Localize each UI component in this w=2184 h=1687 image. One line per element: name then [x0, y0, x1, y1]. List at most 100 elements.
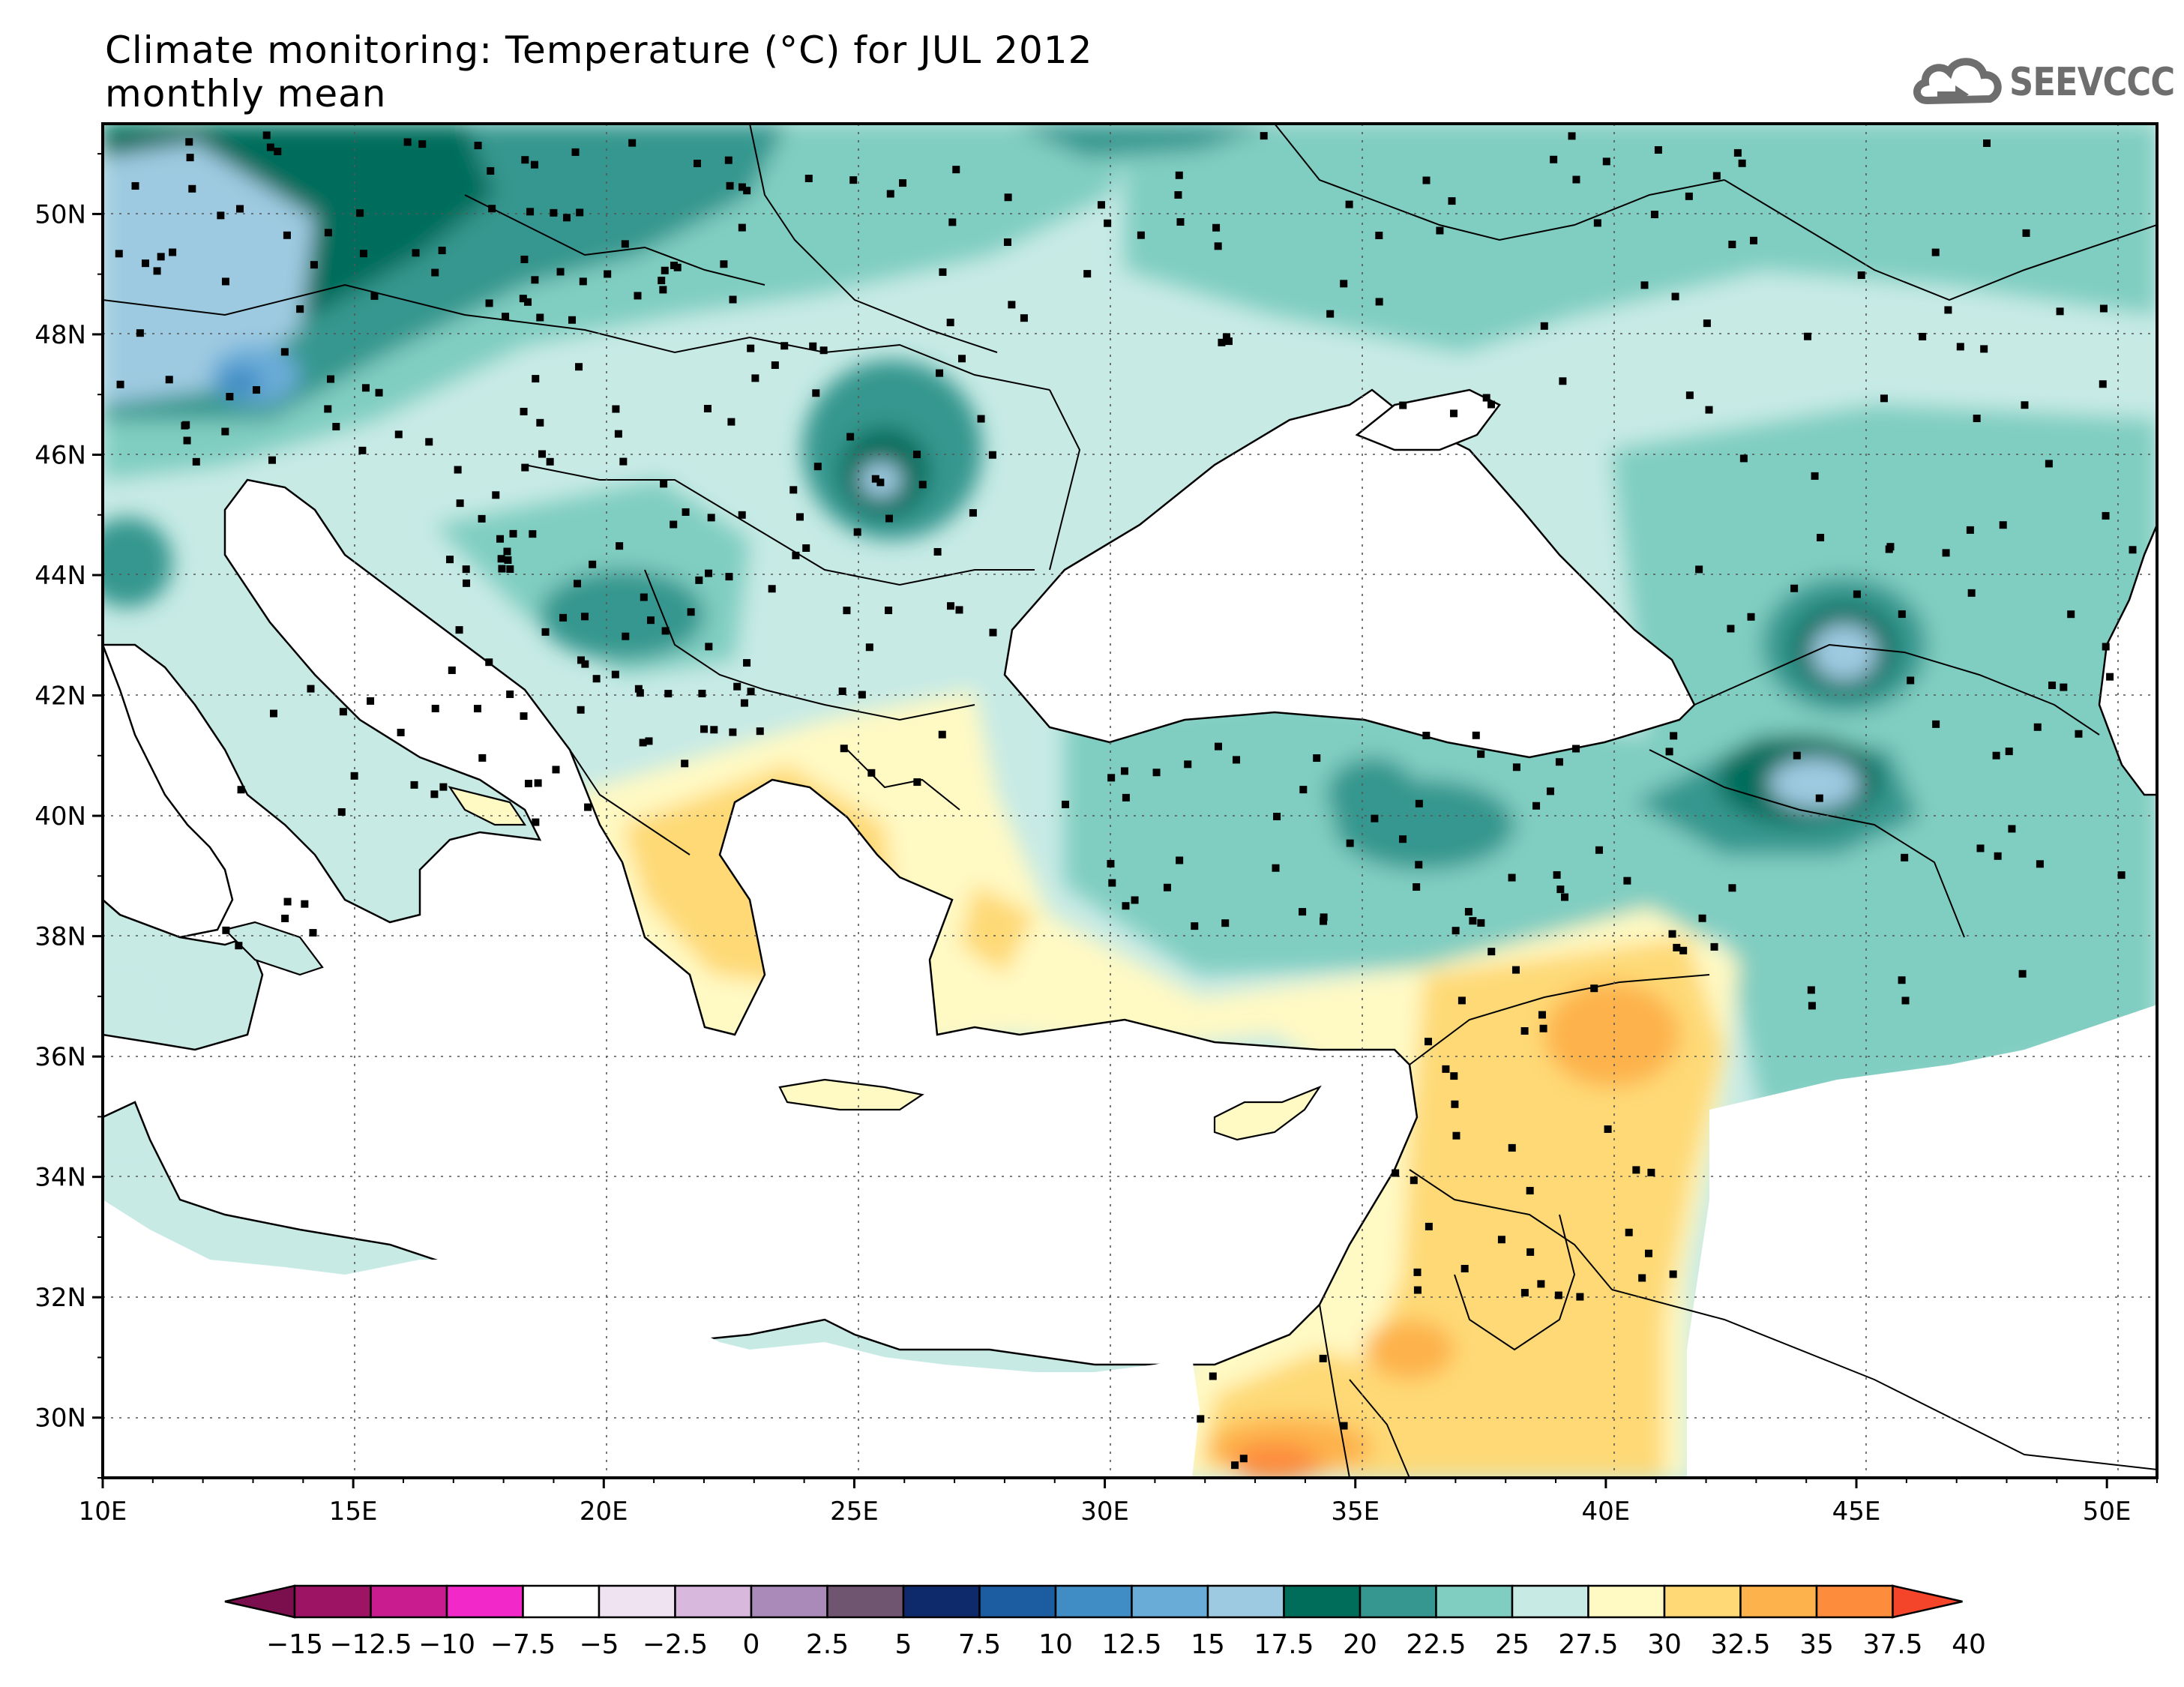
station-marker — [1593, 219, 1601, 227]
colorbar-arrow-left — [224, 1584, 296, 1619]
station-marker — [853, 528, 861, 536]
station-marker — [534, 779, 542, 787]
station-marker — [1738, 159, 1746, 167]
station-marker — [456, 499, 464, 508]
station-marker — [646, 616, 655, 625]
station-marker — [418, 140, 427, 148]
station-marker — [886, 190, 894, 198]
borders — [103, 124, 2157, 1478]
station-marker — [562, 214, 571, 222]
station-marker — [1604, 1125, 1612, 1133]
colorbar-label: −12.5 — [329, 1629, 412, 1660]
station-marker — [1197, 1415, 1205, 1423]
station-marker — [1122, 793, 1130, 802]
station-marker — [1668, 930, 1676, 938]
station-marker — [1973, 415, 1981, 423]
station-marker — [337, 808, 346, 816]
station-marker — [912, 451, 921, 459]
station-marker — [913, 778, 921, 787]
station-marker — [521, 463, 529, 472]
colorbar-swatch — [1435, 1584, 1514, 1619]
station-marker — [222, 926, 230, 934]
station-marker — [403, 138, 412, 146]
station-marker — [576, 208, 584, 217]
x-tick-label: 15E — [329, 1497, 378, 1527]
station-marker — [1415, 799, 1423, 808]
station-marker — [1163, 883, 1171, 891]
station-marker — [2067, 610, 2075, 619]
station-marker — [1008, 301, 1016, 309]
colorbar-swatch — [1815, 1584, 1894, 1619]
station-marker — [188, 184, 196, 193]
station-marker — [1703, 319, 1711, 328]
station-markers — [115, 131, 2137, 1470]
station-marker — [350, 772, 358, 780]
x-axis: 10E 15E 20E 25E 30E 35E 40E 45E 50E — [79, 1478, 2158, 1527]
station-marker — [1994, 852, 2002, 860]
station-marker — [1931, 248, 1940, 256]
station-marker — [1561, 893, 1569, 901]
station-marker — [1665, 748, 1673, 756]
station-marker — [361, 384, 370, 392]
station-marker — [1747, 613, 1755, 621]
station-marker — [503, 547, 511, 556]
colorbar-label: 30 — [1647, 1629, 1682, 1660]
station-marker — [2022, 229, 2030, 237]
station-marker — [296, 305, 304, 313]
station-marker — [1451, 1100, 1459, 1108]
station-marker — [1108, 879, 1116, 887]
station-marker — [1942, 549, 1950, 557]
station-marker — [1442, 1065, 1450, 1073]
station-marker — [614, 430, 622, 438]
station-marker — [356, 209, 364, 217]
station-marker — [252, 386, 260, 394]
station-marker — [1556, 885, 1565, 894]
y-tick-label: 44N — [34, 561, 86, 591]
station-marker — [370, 292, 379, 300]
station-marker — [1555, 758, 1563, 766]
station-marker — [1671, 292, 1679, 301]
station-marker — [1221, 919, 1230, 927]
colorbar-swatch — [826, 1584, 905, 1619]
station-marker — [485, 658, 493, 667]
station-marker — [2048, 682, 2057, 690]
station-marker — [1644, 1249, 1652, 1257]
station-marker — [639, 739, 647, 747]
station-marker — [616, 542, 624, 550]
station-marker — [952, 166, 960, 174]
station-marker — [1650, 211, 1658, 219]
station-marker — [738, 223, 746, 232]
station-marker — [439, 783, 448, 791]
station-marker — [1898, 976, 1906, 984]
station-marker — [645, 737, 653, 745]
station-marker — [1273, 813, 1281, 821]
station-marker — [1371, 814, 1379, 823]
station-marker — [1191, 922, 1199, 930]
station-marker — [235, 942, 243, 950]
station-marker — [1450, 409, 1458, 418]
station-marker — [768, 585, 776, 593]
colorbar-label: 15 — [1191, 1629, 1225, 1660]
station-marker — [1546, 787, 1554, 796]
station-marker — [1209, 1372, 1217, 1380]
station-marker — [948, 218, 957, 226]
station-marker — [977, 415, 985, 423]
station-marker — [568, 316, 577, 324]
station-marker — [738, 183, 746, 191]
colorbar-label: −5 — [579, 1629, 619, 1660]
colorbar-label: 12.5 — [1101, 1629, 1161, 1660]
colorbar-label: 27.5 — [1558, 1629, 1618, 1660]
station-marker — [1464, 907, 1472, 915]
station-marker — [492, 491, 500, 499]
station-marker — [1511, 966, 1520, 974]
station-marker — [1728, 884, 1736, 892]
x-tick-label: 45E — [1832, 1497, 1881, 1527]
station-marker — [431, 704, 439, 712]
station-marker — [1410, 1176, 1418, 1185]
station-marker — [1632, 1166, 1640, 1174]
station-marker — [339, 708, 347, 716]
colorbar-swatch — [902, 1584, 981, 1619]
station-marker — [454, 466, 462, 474]
station-marker — [611, 670, 619, 679]
colorbar-label: 2.5 — [806, 1629, 849, 1660]
